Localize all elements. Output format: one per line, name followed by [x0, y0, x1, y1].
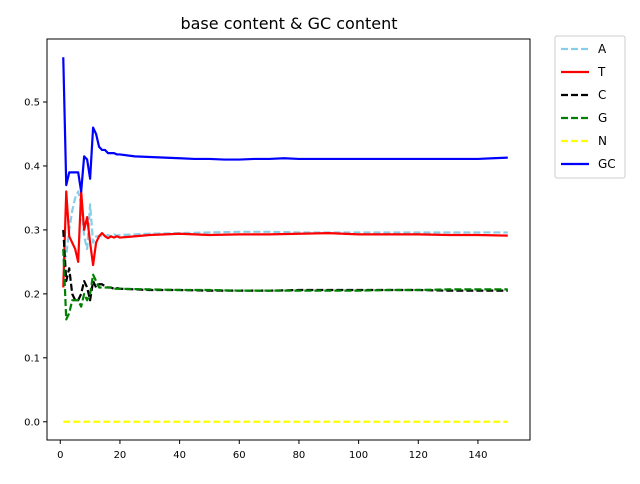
chart-title: base content & GC content [180, 14, 397, 33]
series-line-t [62, 190, 508, 288]
x-tick-label: 100 [349, 450, 368, 461]
legend-label-g: G [598, 111, 607, 125]
legend-label-gc: GC [598, 157, 616, 171]
x-tick-label: 80 [293, 450, 306, 461]
x-tick-label: 0 [57, 450, 63, 461]
y-tick-label: 0.4 [24, 161, 40, 172]
ticks: 0 20 40 60 80 100 120 140 0.0 0.1 0.2 0.3 0.4 0.5 [24, 97, 487, 461]
series-line-g [62, 249, 508, 321]
y-tick-label: 0.0 [24, 417, 40, 428]
x-tick-label: 140 [468, 450, 487, 461]
axes-frame [46, 38, 531, 441]
legend-label-t: T [597, 65, 606, 79]
y-tick-label: 0.1 [24, 353, 40, 364]
x-tick-label: 20 [114, 450, 127, 461]
plot-area [62, 57, 508, 423]
x-tick-label: 120 [409, 450, 428, 461]
x-tick-label: 40 [173, 450, 186, 461]
y-tick-label: 0.2 [24, 289, 40, 300]
legend-label-n: N [598, 134, 607, 148]
x-tick-label: 60 [233, 450, 246, 461]
series-line-gc [62, 57, 508, 193]
legend-label-a: A [598, 42, 607, 56]
y-tick-label: 0.3 [24, 225, 40, 236]
y-tick-label: 0.5 [24, 97, 40, 108]
legend-label-c: C [598, 88, 606, 102]
